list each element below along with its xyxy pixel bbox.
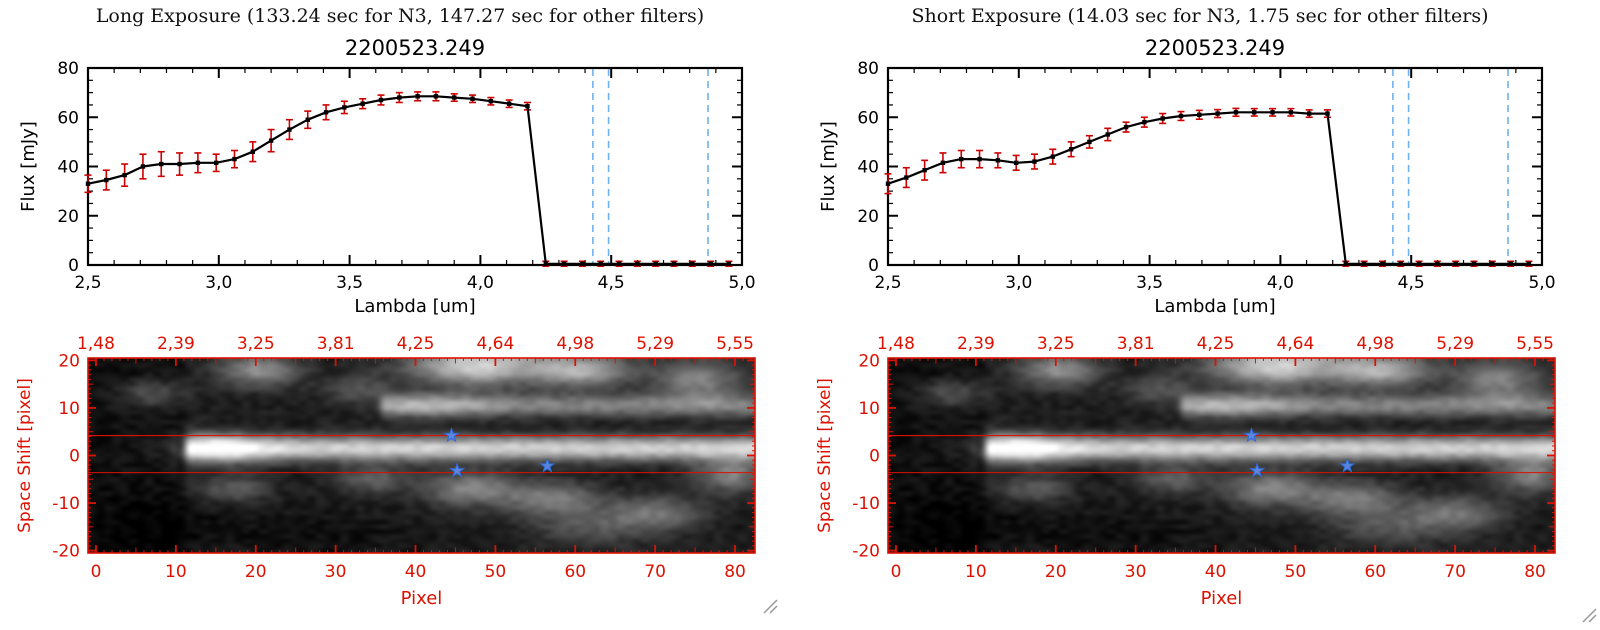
svg-text:Lambda [um]: Lambda [um] (1154, 296, 1275, 317)
spectrum-axes: 2,5 3,0 3,5 4,0 4,5 5,0 0 20 40 60 80 Lambda [um] Fl… (818, 59, 1556, 317)
svg-text:60: 60 (1364, 562, 1386, 582)
svg-text:20: 20 (858, 351, 880, 371)
data-markers (885, 110, 1532, 266)
svg-text:30: 30 (1125, 562, 1147, 582)
svg-text:10: 10 (58, 399, 80, 419)
svg-text:4,5: 4,5 (598, 273, 625, 293)
svg-text:60: 60 (857, 108, 879, 128)
svg-text:4,0: 4,0 (467, 273, 494, 293)
svg-text:80: 80 (57, 59, 79, 79)
short-exposure-panel: Short Exposure (14.03 sec for N3, 1.75 s… (800, 0, 1600, 630)
svg-text:50: 50 (1285, 562, 1307, 582)
svg-text:80: 80 (724, 562, 746, 582)
svg-text:10: 10 (965, 562, 987, 582)
spectral-image-short (888, 358, 1555, 553)
svg-text:20: 20 (857, 207, 879, 227)
svg-text:3,0: 3,0 (205, 273, 232, 293)
flux-line (887, 111, 1529, 265)
svg-text:-10: -10 (52, 494, 80, 514)
resize-grip-icon (1582, 608, 1597, 623)
svg-text:4,25: 4,25 (1197, 334, 1235, 354)
svg-text:80: 80 (1524, 562, 1546, 582)
svg-text:60: 60 (564, 562, 586, 582)
svg-text:3,5: 3,5 (336, 273, 363, 293)
svg-text:2,39: 2,39 (157, 334, 195, 354)
svg-text:5,55: 5,55 (1516, 334, 1554, 354)
svg-text:0: 0 (68, 256, 79, 276)
svg-text:3,5: 3,5 (1136, 273, 1163, 293)
svg-text:Flux [mJy]: Flux [mJy] (818, 121, 839, 212)
svg-text:1,48: 1,48 (877, 334, 915, 354)
spectrum-plot: 2,5 3,0 3,5 4,0 4,5 5,0 0 20 40 60 80 Lambda [um] Fl… (18, 59, 756, 317)
svg-text:4,98: 4,98 (1356, 334, 1394, 354)
svg-text:40: 40 (1205, 562, 1227, 582)
svg-text:0: 0 (891, 562, 902, 582)
resize-grip[interactable] (760, 596, 778, 618)
panel-title-long: Long Exposure (133.24 sec for N3, 147.27… (95, 5, 705, 27)
error-bars (884, 107, 1533, 268)
svg-text:3,0: 3,0 (1005, 273, 1032, 293)
flux-line (87, 95, 729, 265)
svg-text:5,0: 5,0 (1528, 273, 1555, 293)
long-exposure-panel: Long Exposure (133.24 sec for N3, 147.27… (15, 5, 778, 618)
svg-text:-10: -10 (852, 494, 880, 514)
svg-text:40: 40 (405, 562, 427, 582)
svg-text:40: 40 (57, 158, 79, 178)
svg-text:3,81: 3,81 (317, 334, 355, 354)
svg-text:40: 40 (857, 158, 879, 178)
svg-text:0: 0 (69, 447, 80, 467)
svg-text:Pixel: Pixel (1201, 588, 1243, 609)
spectrum-axes: 2,5 3,0 3,5 4,0 4,5 5,0 0 20 40 60 80 Lambda [um] Fl… (18, 59, 756, 317)
svg-text:0: 0 (869, 447, 880, 467)
svg-text:50: 50 (485, 562, 507, 582)
svg-text:20: 20 (1045, 562, 1067, 582)
svg-text:4,25: 4,25 (397, 334, 435, 354)
svg-text:5,55: 5,55 (716, 334, 754, 354)
svg-text:2,5: 2,5 (74, 273, 101, 293)
spectrum-title-short: 2200523.249 (1144, 36, 1286, 60)
svg-text:1,48: 1,48 (77, 334, 115, 354)
svg-text:Pixel: Pixel (401, 588, 443, 609)
svg-text:4,98: 4,98 (556, 334, 594, 354)
svg-text:10: 10 (858, 399, 880, 419)
svg-text:-20: -20 (852, 542, 880, 562)
svg-text:30: 30 (325, 562, 347, 582)
panel-title-short: Short Exposure (14.03 sec for N3, 1.75 s… (911, 5, 1489, 27)
svg-text:4,64: 4,64 (1276, 334, 1314, 354)
svg-text:3,25: 3,25 (1037, 334, 1075, 354)
data-markers (85, 94, 732, 266)
svg-text:60: 60 (57, 108, 79, 128)
svg-text:Space Shift [pixel]: Space Shift [pixel] (15, 378, 35, 533)
svg-text:-20: -20 (52, 542, 80, 562)
svg-text:5,29: 5,29 (1436, 334, 1474, 354)
svg-text:4,64: 4,64 (476, 334, 514, 354)
spectrum-title-long: 2200523.249 (344, 36, 486, 60)
svg-text:4,0: 4,0 (1267, 273, 1294, 293)
spectral-image-long (88, 358, 755, 553)
svg-text:Lambda [um]: Lambda [um] (354, 296, 475, 317)
resize-grip-icon (763, 599, 778, 614)
svg-text:2,5: 2,5 (874, 273, 901, 293)
svg-text:20: 20 (58, 351, 80, 371)
spectrum-plot: 2,5 3,0 3,5 4,0 4,5 5,0 0 20 40 60 80 Lambda [um] Fl… (818, 59, 1556, 317)
svg-text:4,5: 4,5 (1398, 273, 1425, 293)
svg-text:70: 70 (644, 562, 666, 582)
svg-text:70: 70 (1444, 562, 1466, 582)
svg-text:20: 20 (245, 562, 267, 582)
svg-text:5,29: 5,29 (636, 334, 674, 354)
svg-text:Flux [mJy]: Flux [mJy] (18, 121, 39, 212)
svg-text:80: 80 (857, 59, 879, 79)
svg-text:2,39: 2,39 (957, 334, 995, 354)
resize-grip[interactable] (1579, 605, 1597, 627)
error-bars (84, 91, 733, 268)
svg-text:Space Shift [pixel]: Space Shift [pixel] (815, 378, 835, 533)
svg-text:5,0: 5,0 (728, 273, 755, 293)
svg-text:0: 0 (868, 256, 879, 276)
svg-text:3,81: 3,81 (1117, 334, 1155, 354)
svg-text:0: 0 (91, 562, 102, 582)
svg-text:3,25: 3,25 (237, 334, 275, 354)
svg-text:10: 10 (165, 562, 187, 582)
svg-text:20: 20 (57, 207, 79, 227)
